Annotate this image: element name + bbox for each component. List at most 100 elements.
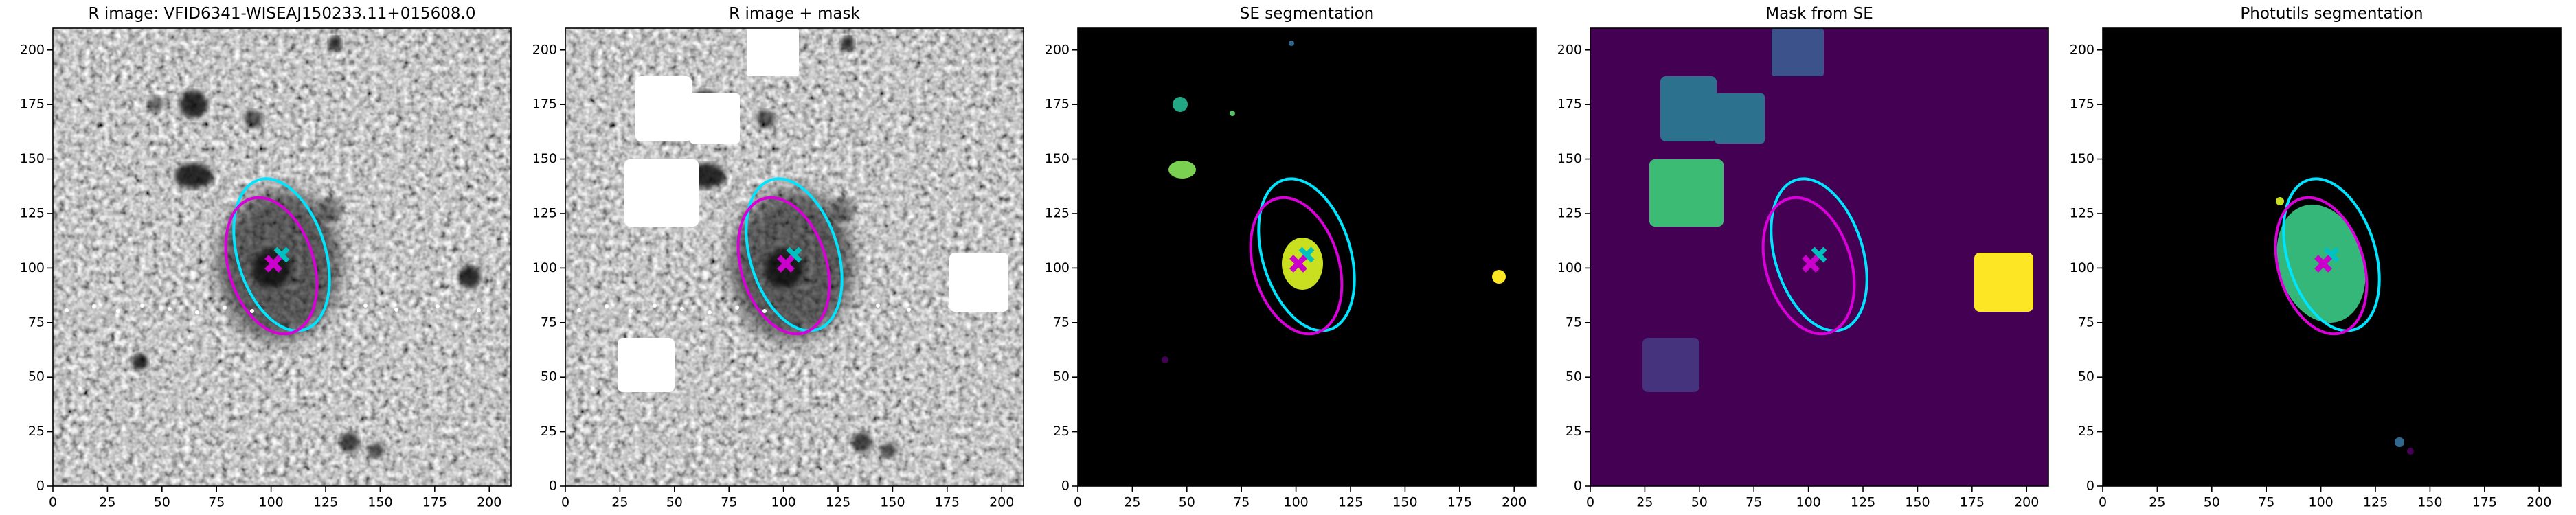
y-tick-label: 25	[1053, 424, 1070, 439]
y-tick-label: 150	[2070, 151, 2094, 166]
x-tick-label: 125	[313, 495, 338, 510]
y-tick-label: 200	[1557, 42, 1582, 57]
x-tick-label: 150	[1392, 495, 1417, 510]
y-tick-label: 75	[1566, 314, 1582, 330]
y-tick-label: 175	[1557, 97, 1582, 112]
x-tick-label: 75	[1745, 495, 1762, 510]
chart-title: R image: VFID6341-WISEAJ150233.11+015608…	[89, 5, 476, 23]
y-tick-label: 75	[541, 314, 557, 330]
y-tick-label: 50	[1053, 369, 1070, 385]
x-tick-label: 150	[368, 495, 392, 510]
y-tick-label: 25	[541, 424, 557, 439]
x-tick-label: 25	[611, 495, 628, 510]
y-tick-label: 75	[2078, 314, 2094, 330]
x-tick-label: 200	[477, 495, 501, 510]
y-tick-label: 150	[20, 151, 45, 166]
y-tick-label: 125	[1557, 205, 1582, 220]
y-tick-label: 75	[1053, 314, 1070, 330]
x-tick-label: 75	[1233, 495, 1250, 510]
x-tick-label: 200	[1502, 495, 1526, 510]
x-tick-label: 175	[422, 495, 447, 510]
x-tick-label: 0	[2099, 495, 2107, 510]
y-tick-label: 125	[1045, 205, 1070, 220]
panel: 0 25 50 75 100 125 150 175 200 0 25 50 75 100 125 150 17…	[1557, 5, 2049, 510]
x-tick-label: 25	[99, 495, 115, 510]
y-tick-label: 175	[20, 97, 45, 112]
y-tick-label: 25	[2078, 424, 2094, 439]
axes-frame	[1590, 27, 2049, 487]
x-tick-label: 200	[2527, 495, 2551, 510]
x-tick-label: 100	[258, 495, 283, 510]
y-tick-label: 125	[20, 205, 45, 220]
axes-frame	[52, 27, 512, 487]
x-tick-label: 50	[154, 495, 170, 510]
axes-frame	[2102, 27, 2562, 487]
x-tick-label: 100	[771, 495, 795, 510]
x-tick-label: 0	[561, 495, 569, 510]
x-tick-label: 25	[2149, 495, 2165, 510]
y-tick-label: 200	[20, 42, 45, 57]
y-tick-label: 0	[1061, 479, 1070, 494]
x-tick-label: 0	[1074, 495, 1082, 510]
panel: 0 25 50 75 100 125 150 175 200 0 25 50 75 100 125 150 17…	[2070, 5, 2562, 510]
x-tick-label: 25	[1636, 495, 1653, 510]
x-tick-label: 100	[1796, 495, 1820, 510]
y-tick-label: 25	[1566, 424, 1582, 439]
y-tick-label: 200	[1045, 42, 1070, 57]
x-tick-label: 175	[935, 495, 960, 510]
x-tick-label: 150	[1905, 495, 1930, 510]
y-tick-label: 200	[2070, 42, 2094, 57]
x-tick-label: 150	[880, 495, 905, 510]
y-tick-label: 125	[532, 205, 557, 220]
y-tick-label: 50	[2078, 369, 2094, 385]
y-tick-label: 50	[28, 369, 45, 385]
x-tick-label: 0	[49, 495, 57, 510]
x-tick-label: 125	[2363, 495, 2388, 510]
y-tick-label: 0	[549, 479, 557, 494]
y-tick-label: 50	[541, 369, 557, 385]
x-tick-label: 0	[1586, 495, 1594, 510]
x-tick-label: 125	[826, 495, 850, 510]
x-tick-label: 75	[2258, 495, 2274, 510]
chart-title: SE segmentation	[1240, 5, 1374, 23]
mask-regions	[1642, 28, 2033, 392]
y-tick-label: 175	[532, 97, 557, 112]
segments	[1162, 41, 1506, 363]
y-tick-label: 125	[2070, 205, 2094, 220]
x-tick-label: 100	[1283, 495, 1308, 510]
x-tick-label: 75	[208, 495, 225, 510]
x-tick-label: 150	[2417, 495, 2442, 510]
panel: 0 25 50 75 100 125 150 175 200 0 25 50 75 100 125 150 17…	[532, 5, 1024, 510]
y-tick-label: 25	[28, 424, 45, 439]
x-tick-label: 125	[1338, 495, 1363, 510]
y-tick-label: 100	[1557, 260, 1582, 275]
y-tick-label: 100	[20, 260, 45, 275]
y-tick-label: 100	[532, 260, 557, 275]
x-tick-label: 50	[2204, 495, 2220, 510]
y-tick-label: 75	[28, 314, 45, 330]
chart-title: R image + mask	[729, 5, 860, 23]
x-tick-label: 200	[989, 495, 1014, 510]
y-tick-label: 150	[532, 151, 557, 166]
chart-title: Mask from SE	[1765, 5, 1873, 23]
x-tick-label: 100	[2308, 495, 2333, 510]
x-tick-label: 25	[1124, 495, 1140, 510]
y-tick-label: 150	[1557, 151, 1582, 166]
x-tick-label: 125	[1851, 495, 1875, 510]
y-tick-label: 175	[2070, 97, 2094, 112]
panel: 0 25 50 75 100 125 150 175 200 0 25 50 75 100 125 150 17…	[20, 5, 512, 510]
y-tick-label: 200	[532, 42, 557, 57]
y-tick-label: 0	[2086, 479, 2094, 494]
x-tick-label: 50	[1691, 495, 1708, 510]
x-tick-label: 50	[1179, 495, 1195, 510]
x-tick-label: 75	[721, 495, 737, 510]
y-tick-label: 100	[1045, 260, 1070, 275]
y-tick-label: 0	[1574, 479, 1582, 494]
y-tick-label: 175	[1045, 97, 1070, 112]
y-tick-label: 150	[1045, 151, 1070, 166]
x-tick-label: 50	[666, 495, 683, 510]
panel: 0 25 50 75 100 125 150 175 200 0 25 50 75 100 125 150 17…	[1045, 5, 1537, 510]
axes-frame	[565, 27, 1024, 487]
y-tick-label: 0	[36, 479, 45, 494]
